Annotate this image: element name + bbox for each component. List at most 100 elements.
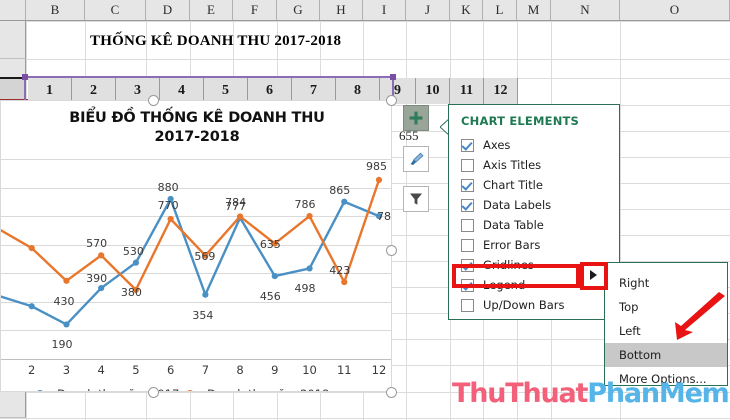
series-point[interactable] <box>98 284 105 292</box>
chart-element-item-data-labels[interactable]: Data Labels <box>461 195 611 215</box>
column-header-H[interactable]: H <box>320 0 363 20</box>
legend-label: Doanh thu năm 2017 <box>57 387 179 391</box>
series-point[interactable] <box>271 240 278 247</box>
chart-resize-handle[interactable] <box>386 95 397 106</box>
chart-element-label: Axis Titles <box>483 158 542 172</box>
data-label-2017: 786 <box>377 210 391 224</box>
series-point[interactable] <box>132 286 140 294</box>
chart-gridline <box>1 159 391 160</box>
column-header-A[interactable] <box>0 0 26 20</box>
series-point[interactable] <box>236 213 244 220</box>
series-point[interactable] <box>167 195 174 203</box>
checkbox-unchecked-icon[interactable] <box>461 298 474 312</box>
submenu-item-right[interactable]: Right <box>619 276 650 290</box>
submenu-item-left[interactable]: Left <box>619 324 641 338</box>
series-point[interactable] <box>375 176 383 184</box>
checkbox-unchecked-icon[interactable] <box>461 218 474 232</box>
row-header-cell <box>0 79 26 99</box>
series-point[interactable] <box>132 259 140 266</box>
series-line-0[interactable] <box>0 197 380 326</box>
series-point[interactable] <box>306 265 313 272</box>
legend-submenu-arrow-button[interactable] <box>582 265 604 285</box>
chart-element-label: Axes <box>483 138 511 152</box>
column-header-D[interactable]: D <box>146 0 190 20</box>
chart-element-item-chart-title[interactable]: Chart Title <box>461 175 611 195</box>
chart-resize-handle[interactable] <box>386 387 397 398</box>
series-point[interactable] <box>63 277 70 284</box>
submenu-item-bottom[interactable]: Bottom <box>605 343 727 367</box>
row-header[interactable] <box>0 21 26 59</box>
month-cell-12[interactable]: 12 <box>484 78 518 104</box>
chart-elements-list: Axes Axis Titles Chart Title Data Labels Dat… <box>461 135 611 315</box>
x-tick-10: 10 <box>302 363 317 377</box>
checkbox-unchecked-icon[interactable] <box>461 158 474 172</box>
column-header-O[interactable]: O <box>620 0 730 20</box>
checkbox-checked-icon[interactable] <box>461 178 474 192</box>
month-header-cells[interactable]: 1 2 3 4 5 6 7 8 9 10 11 12 <box>26 78 518 104</box>
column-header-C[interactable]: C <box>85 0 146 20</box>
chart-filters-button[interactable] <box>403 186 429 212</box>
column-header-M[interactable]: M <box>517 0 551 20</box>
checkbox-checked-icon[interactable] <box>461 138 474 152</box>
column-header-N[interactable]: N <box>551 0 620 20</box>
data-label-2018: 430 <box>53 294 75 308</box>
chart-elements-button[interactable] <box>403 105 429 131</box>
series-point[interactable] <box>375 212 383 220</box>
chart-element-item-up-down-bars[interactable]: Up/Down Bars <box>461 295 611 315</box>
chart-resize-handle[interactable] <box>386 245 397 256</box>
chart-legend[interactable]: Doanh thu năm 2017 Doanh thu năm 2018 <box>1 387 391 391</box>
month-cell-11[interactable]: 11 <box>450 78 484 104</box>
month-cell-6[interactable]: 6 <box>248 78 292 104</box>
series-point[interactable] <box>63 321 70 328</box>
month-cell-4[interactable]: 4 <box>160 78 204 104</box>
month-cell-1[interactable]: 1 <box>28 78 72 104</box>
chart-styles-button[interactable] <box>403 146 429 172</box>
series-point[interactable] <box>341 278 348 286</box>
series-point[interactable] <box>98 252 105 259</box>
legend-item-1[interactable]: Doanh thu năm 2018 <box>173 387 329 391</box>
series-line-1[interactable] <box>0 179 381 292</box>
month-cell-7[interactable]: 7 <box>292 78 336 104</box>
submenu-item-more-options[interactable]: More Options... <box>619 372 707 386</box>
month-cell-5[interactable]: 5 <box>204 78 248 104</box>
column-header-G[interactable]: G <box>277 0 320 20</box>
column-header-E[interactable]: E <box>190 0 233 20</box>
series-point[interactable] <box>167 215 174 223</box>
chart-element-item-data-table[interactable]: Data Table <box>461 215 611 235</box>
arrow-highlight-box <box>580 262 608 290</box>
column-header-F[interactable]: F <box>233 0 277 20</box>
row-header[interactable] <box>0 392 26 418</box>
column-header-B[interactable]: B <box>26 0 85 20</box>
checkbox-unchecked-icon[interactable] <box>461 238 474 252</box>
series-point[interactable] <box>202 252 209 259</box>
month-cell-8[interactable]: 8 <box>336 78 380 104</box>
chart-series-layer <box>0 176 383 328</box>
checkbox-checked-icon[interactable] <box>461 198 474 212</box>
data-label-2018: 786 <box>294 198 316 212</box>
month-cell-2[interactable]: 2 <box>72 78 116 104</box>
series-point[interactable] <box>306 212 313 220</box>
column-header-J[interactable]: J <box>406 0 450 20</box>
submenu-item-top[interactable]: Top <box>619 300 639 314</box>
column-header-K[interactable]: K <box>450 0 483 20</box>
legend-item-0[interactable]: Doanh thu năm 2017 <box>23 387 179 391</box>
series-point[interactable] <box>341 198 348 205</box>
series-point[interactable] <box>28 303 35 310</box>
x-tick-5: 5 <box>132 363 140 377</box>
column-header-L[interactable]: L <box>483 0 517 20</box>
chart-resize-handle[interactable] <box>148 95 159 106</box>
series-point[interactable] <box>28 244 35 252</box>
series-point[interactable] <box>271 272 278 280</box>
chart-resize-handle[interactable] <box>148 387 159 398</box>
column-header-I[interactable]: I <box>363 0 406 20</box>
chart-element-item-axis-titles[interactable]: Axis Titles <box>461 155 611 175</box>
chart-element-item-error-bars[interactable]: Error Bars <box>461 235 611 255</box>
row-header[interactable] <box>0 59 26 78</box>
month-cell-10[interactable]: 10 <box>416 78 450 104</box>
chart-object[interactable]: BIỂU ĐỒ THỐNG KÊ DOANH THU 2017-2018 350… <box>0 100 392 392</box>
grid-hline <box>0 59 730 60</box>
series-point[interactable] <box>202 291 209 298</box>
chart-element-item-axes[interactable]: Axes <box>461 135 611 155</box>
